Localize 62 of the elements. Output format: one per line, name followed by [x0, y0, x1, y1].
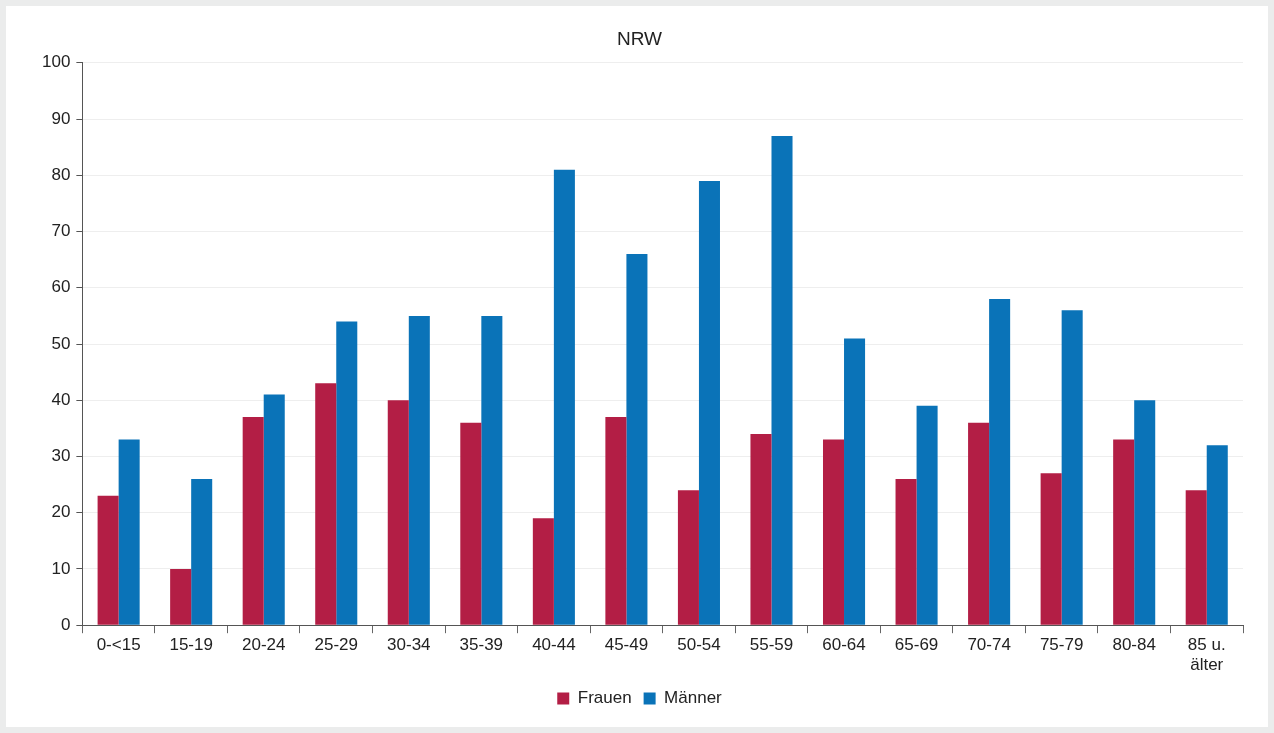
y-tick-label: 60 [51, 277, 71, 297]
bar [895, 478, 917, 625]
bar [315, 383, 337, 625]
bar [605, 417, 627, 625]
y-tick-label: 0 [60, 614, 71, 634]
y-tick-label: 100 [41, 52, 71, 72]
bar [408, 315, 430, 625]
y-tick-label: 40 [51, 389, 71, 409]
y-tick-label: 20 [51, 502, 71, 522]
bar [118, 439, 140, 625]
x-tick-label: 35-39 [459, 635, 504, 655]
bar [750, 433, 772, 625]
bar [97, 495, 119, 625]
bar [1185, 490, 1207, 625]
bar [1134, 400, 1156, 625]
legend-label: Frauen [577, 688, 632, 708]
bar [844, 338, 866, 625]
x-tick-label: 80-84 [1112, 635, 1156, 655]
bar [481, 315, 503, 625]
x-tick-label: 30-34 [387, 635, 431, 655]
bar [263, 394, 285, 625]
bar [170, 568, 192, 625]
bar [968, 422, 990, 625]
x-tick-label: 60-64 [822, 635, 866, 655]
y-tick-label: 10 [51, 558, 71, 578]
bar [460, 422, 482, 625]
y-tick-label: 80 [51, 164, 71, 184]
bar [1061, 310, 1083, 625]
bar [532, 518, 554, 625]
y-tick-label: 50 [51, 333, 71, 353]
bar [1113, 439, 1135, 625]
x-tick-label: 25-29 [314, 635, 358, 655]
x-tick-label: 40-44 [532, 635, 576, 655]
y-tick-label: 70 [51, 221, 71, 241]
bar [626, 254, 648, 625]
x-tick-label: 85 u. älter [1187, 635, 1226, 675]
y-tick-label: 90 [51, 108, 71, 128]
x-tick-label: 0-<15 [96, 635, 141, 655]
bar [1206, 445, 1228, 625]
x-tick-label: 65-69 [894, 635, 939, 655]
bar [336, 321, 358, 625]
bar [553, 169, 575, 625]
x-tick-label: 75-79 [1039, 635, 1084, 655]
x-tick-label: 50-54 [677, 635, 721, 655]
y-tick-label: 30 [51, 446, 71, 466]
chart-title: NRW [616, 27, 663, 49]
bar [698, 180, 720, 625]
x-tick-label: 15-19 [169, 635, 213, 655]
legend-label: Männer [664, 688, 723, 708]
x-tick-label: 20-24 [241, 635, 286, 655]
bar [677, 490, 699, 625]
x-tick-label: 70-74 [967, 635, 1011, 655]
bar [387, 400, 409, 625]
bar [989, 299, 1011, 625]
x-tick-label: 45-49 [604, 635, 649, 655]
bar [823, 439, 845, 625]
bar [771, 135, 793, 625]
bar [191, 478, 213, 625]
bar [242, 417, 264, 625]
x-tick-label: 55-59 [749, 635, 794, 655]
bar [916, 405, 938, 625]
bar [1040, 473, 1062, 625]
